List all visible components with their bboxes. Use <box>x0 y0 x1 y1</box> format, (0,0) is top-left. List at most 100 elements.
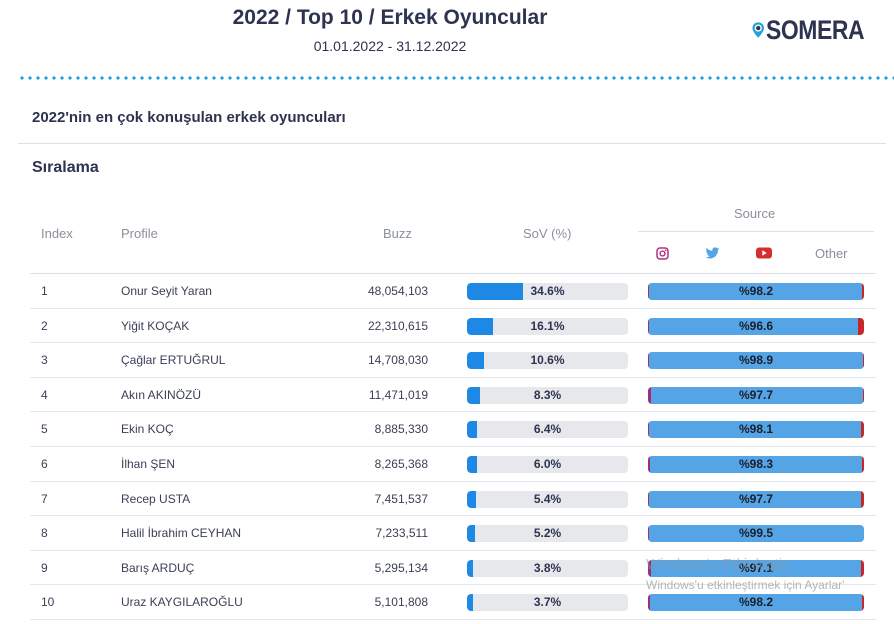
row-index: 10 <box>41 595 55 610</box>
column-header-sov[interactable]: SoV (%) <box>523 226 572 241</box>
row-index: 1 <box>41 284 48 298</box>
source-segment-youtube <box>862 283 864 300</box>
column-header-index[interactable]: Index <box>41 226 73 241</box>
sov-bar: 6.4% <box>467 421 628 439</box>
buzz-count: 8,885,330 <box>374 422 428 437</box>
sov-value: 16.1% <box>530 318 565 333</box>
sov-bar: 8.3% <box>467 386 628 404</box>
profile-name: Ekin KOÇ <box>121 422 174 437</box>
dotted-divider <box>18 76 894 80</box>
source-segment-instagram <box>648 317 649 335</box>
source-value: %98.9 <box>738 353 774 368</box>
report-header: 2022 / Top 10 / Erkek Oyuncular 01.01.20… <box>0 0 894 70</box>
sov-value: 6.4% <box>533 422 562 437</box>
profile-name: Onur Seyit Yaran <box>121 284 212 298</box>
profile-name: İlhan ŞEN <box>121 457 176 471</box>
source-value: %97.7 <box>738 387 774 402</box>
sov-bar-fill <box>467 386 481 404</box>
source-segment-twitter <box>648 283 863 300</box>
sov-bar-fill <box>467 456 477 473</box>
source-header-divider <box>638 231 874 232</box>
sov-value: 3.7% <box>533 595 562 610</box>
source-bar: %98.3 <box>648 456 864 473</box>
somera-logo: SOMERA <box>752 12 882 48</box>
logo-text: SOMERA <box>766 14 865 45</box>
location-pin-icon <box>752 22 765 38</box>
sov-bar: 16.1% <box>467 317 628 335</box>
source-segment-twitter <box>651 386 863 404</box>
profile-name: Recep USTA <box>121 491 191 506</box>
row-index: 5 <box>41 422 48 437</box>
column-header-profile[interactable]: Profile <box>121 226 158 241</box>
source-segment-instagram <box>648 456 650 473</box>
table-row[interactable]: 6 İlhan ŞEN 8,265,368 6.0% %98.3 <box>30 447 876 482</box>
table-row[interactable]: 2 Yiğit KOÇAK 22,310,615 16.1% %96.6 <box>30 309 876 344</box>
table-row[interactable]: 5 Ekin KOÇ 8,885,330 6.4% %98.1 <box>30 412 876 447</box>
source-segment-youtube <box>861 421 864 439</box>
buzz-count: 11,471,019 <box>368 387 428 402</box>
row-index: 4 <box>41 387 48 402</box>
source-bar: %97.7 <box>648 490 864 508</box>
instagram-icon[interactable] <box>654 246 670 260</box>
source-segment-instagram <box>648 594 650 612</box>
row-index: 9 <box>41 560 48 575</box>
sov-value: 8.3% <box>533 387 562 402</box>
youtube-icon[interactable] <box>756 246 772 260</box>
source-segment-twitter <box>649 594 863 612</box>
profile-name: Çağlar ERTUĞRUL <box>121 353 226 368</box>
source-segment-instagram <box>648 283 649 300</box>
table-row[interactable]: 7 Recep USTA 7,451,537 5.4% %97.7 <box>30 482 876 517</box>
table-row[interactable]: 8 Halil İbrahim CEYHAN 7,233,511 5.2% %99.5 <box>30 516 876 551</box>
section-divider <box>18 143 886 144</box>
sov-value: 5.4% <box>533 491 562 506</box>
column-header-source: Source <box>734 206 776 221</box>
source-value: %96.6 <box>738 318 774 333</box>
profile-name: Barış ARDUÇ <box>121 560 195 575</box>
source-segment-twitter <box>649 421 862 439</box>
sov-bar-fill <box>467 525 476 543</box>
source-bar: %97.1 <box>648 559 864 577</box>
source-segment-youtube <box>862 594 864 612</box>
source-bar: %98.1 <box>648 421 864 439</box>
sov-bar-fill <box>467 283 523 300</box>
column-header-other[interactable]: Other <box>815 246 848 261</box>
buzz-count: 48,054,103 <box>367 284 428 298</box>
source-segment-instagram <box>648 386 652 404</box>
twitter-icon[interactable] <box>704 246 720 260</box>
buzz-count: 7,233,511 <box>375 526 429 541</box>
source-bar: %98.9 <box>648 352 864 370</box>
ranking-title: Sıralama <box>32 159 99 176</box>
sov-value: 6.0% <box>533 457 562 471</box>
sov-bar-fill <box>467 317 493 335</box>
sov-value: 3.8% <box>533 560 562 575</box>
source-segment-youtube <box>860 490 864 508</box>
table-row[interactable]: 3 Çağlar ERTUĞRUL 14,708,030 10.6% %98.9 <box>30 343 876 378</box>
sov-bar-fill <box>467 490 476 508</box>
source-value: %98.2 <box>738 284 774 298</box>
source-segment-instagram <box>648 421 650 439</box>
source-value: %98.1 <box>738 422 774 437</box>
source-value: %97.7 <box>738 491 774 506</box>
profile-name: Yiğit KOÇAK <box>121 318 190 333</box>
sov-bar: 10.6% <box>467 352 628 370</box>
sov-bar-fill <box>467 352 485 370</box>
source-segment-twitter <box>649 456 863 473</box>
sov-bar-fill <box>467 594 473 612</box>
windows-activation-watermark: Windows'u Etkinleştir <box>646 556 788 573</box>
section-title: 2022'nin en çok konuşulan erkek oyuncula… <box>32 109 346 126</box>
source-segment-twitter <box>651 559 861 577</box>
buzz-count: 22,310,615 <box>367 318 428 333</box>
table-row[interactable]: 4 Akın AKINÖZÜ 11,471,019 8.3% %97.7 <box>30 378 876 413</box>
row-index: 6 <box>41 457 48 471</box>
table-row[interactable]: 1 Onur Seyit Yaran 48,054,103 34.6% %98.2 <box>30 274 876 309</box>
source-segment-youtube <box>860 559 864 577</box>
source-bar: %98.2 <box>648 594 864 612</box>
column-header-buzz[interactable]: Buzz <box>383 226 412 241</box>
sov-value: 34.6% <box>530 284 565 298</box>
source-segment-twitter <box>648 525 864 543</box>
sov-bar: 3.7% <box>467 594 628 612</box>
sov-bar: 6.0% <box>467 456 628 473</box>
table-row[interactable]: 10 Uraz KAYGILAROĞLU 5,101,808 3.7% %98.2 <box>30 585 876 620</box>
table-row[interactable]: 9 Barış ARDUÇ 5,295,134 3.8% %97.1 <box>30 551 876 586</box>
source-bar: %98.2 <box>648 283 864 300</box>
